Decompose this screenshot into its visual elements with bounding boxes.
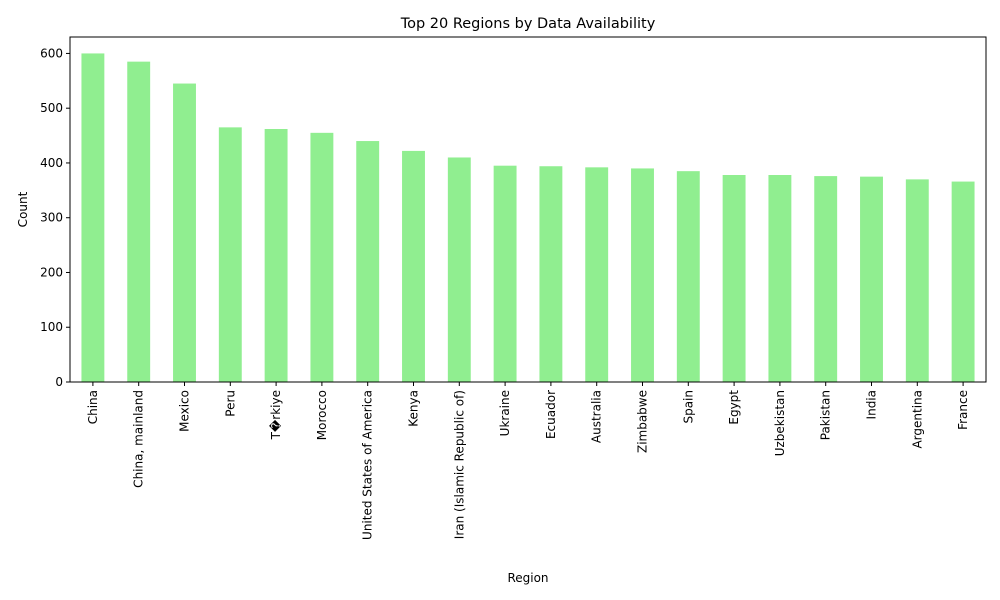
chart-title: Top 20 Regions by Data Availability [400, 16, 656, 32]
y-tick-label: 0 [55, 375, 63, 389]
x-tick-label: Mexico [178, 390, 192, 432]
bar-3 [218, 127, 242, 382]
bar-1 [127, 61, 151, 383]
y-axis-label: Count [16, 191, 30, 227]
y-tick-label: 400 [40, 156, 63, 170]
bar-15 [768, 175, 792, 382]
x-axis-label: Region [507, 571, 548, 585]
x-tick-label: Uzbekistan [773, 390, 787, 456]
y-tick-label: 600 [40, 46, 63, 60]
x-tick-label: Kenya [407, 390, 421, 427]
bar-2 [173, 83, 196, 383]
x-tick-label: Egypt [727, 390, 741, 425]
y-axis-ticks: 0 100 200 300 400 500 600 [40, 46, 70, 389]
bar-5 [310, 132, 334, 382]
bar-4 [264, 129, 288, 382]
bar-10 [539, 166, 563, 382]
x-tick-label: Argentina [910, 390, 924, 449]
bar-8 [447, 157, 471, 382]
x-tick-label: United States of America [361, 390, 375, 540]
x-tick-label: Iran (Islamic Republic of) [452, 390, 466, 539]
x-tick-label: China, mainland [132, 390, 146, 488]
x-tick-label: Pakistan [819, 390, 833, 440]
x-tick-label: Peru [223, 390, 237, 417]
bar-13 [676, 171, 700, 382]
x-tick-label: Morocco [315, 390, 329, 440]
bar-18 [905, 179, 929, 382]
x-tick-label: Zimbabwe [636, 390, 650, 453]
x-tick-label: France [956, 390, 970, 430]
y-tick-label: 200 [40, 265, 63, 279]
bar-9 [493, 165, 517, 382]
bar-14 [722, 175, 746, 382]
bar-16 [814, 176, 838, 382]
x-tick-label: China [86, 390, 100, 424]
bar-12 [631, 168, 654, 382]
x-tick-label: Ecuador [544, 390, 558, 439]
bar-11 [585, 167, 609, 382]
y-tick-label: 500 [40, 101, 63, 115]
x-tick-label: India [865, 390, 879, 419]
bars-group [81, 53, 975, 383]
x-tick-label: Australia [590, 390, 604, 443]
plot-frame [69, 36, 987, 383]
x-tick-label: Ukraine [498, 390, 512, 436]
y-tick-label: 300 [40, 211, 63, 225]
bar-7 [402, 150, 425, 382]
bar-17 [860, 176, 883, 382]
bar-19 [951, 181, 975, 382]
x-tick-label: Spain [681, 390, 695, 424]
x-tick-label: T�rkiye [269, 390, 283, 440]
bar-6 [356, 141, 380, 382]
x-axis-ticks: China China, mainland Mexico Peru T�rkiye Mor… [86, 382, 970, 540]
bar-0 [81, 53, 105, 383]
y-tick-label: 100 [40, 320, 63, 334]
